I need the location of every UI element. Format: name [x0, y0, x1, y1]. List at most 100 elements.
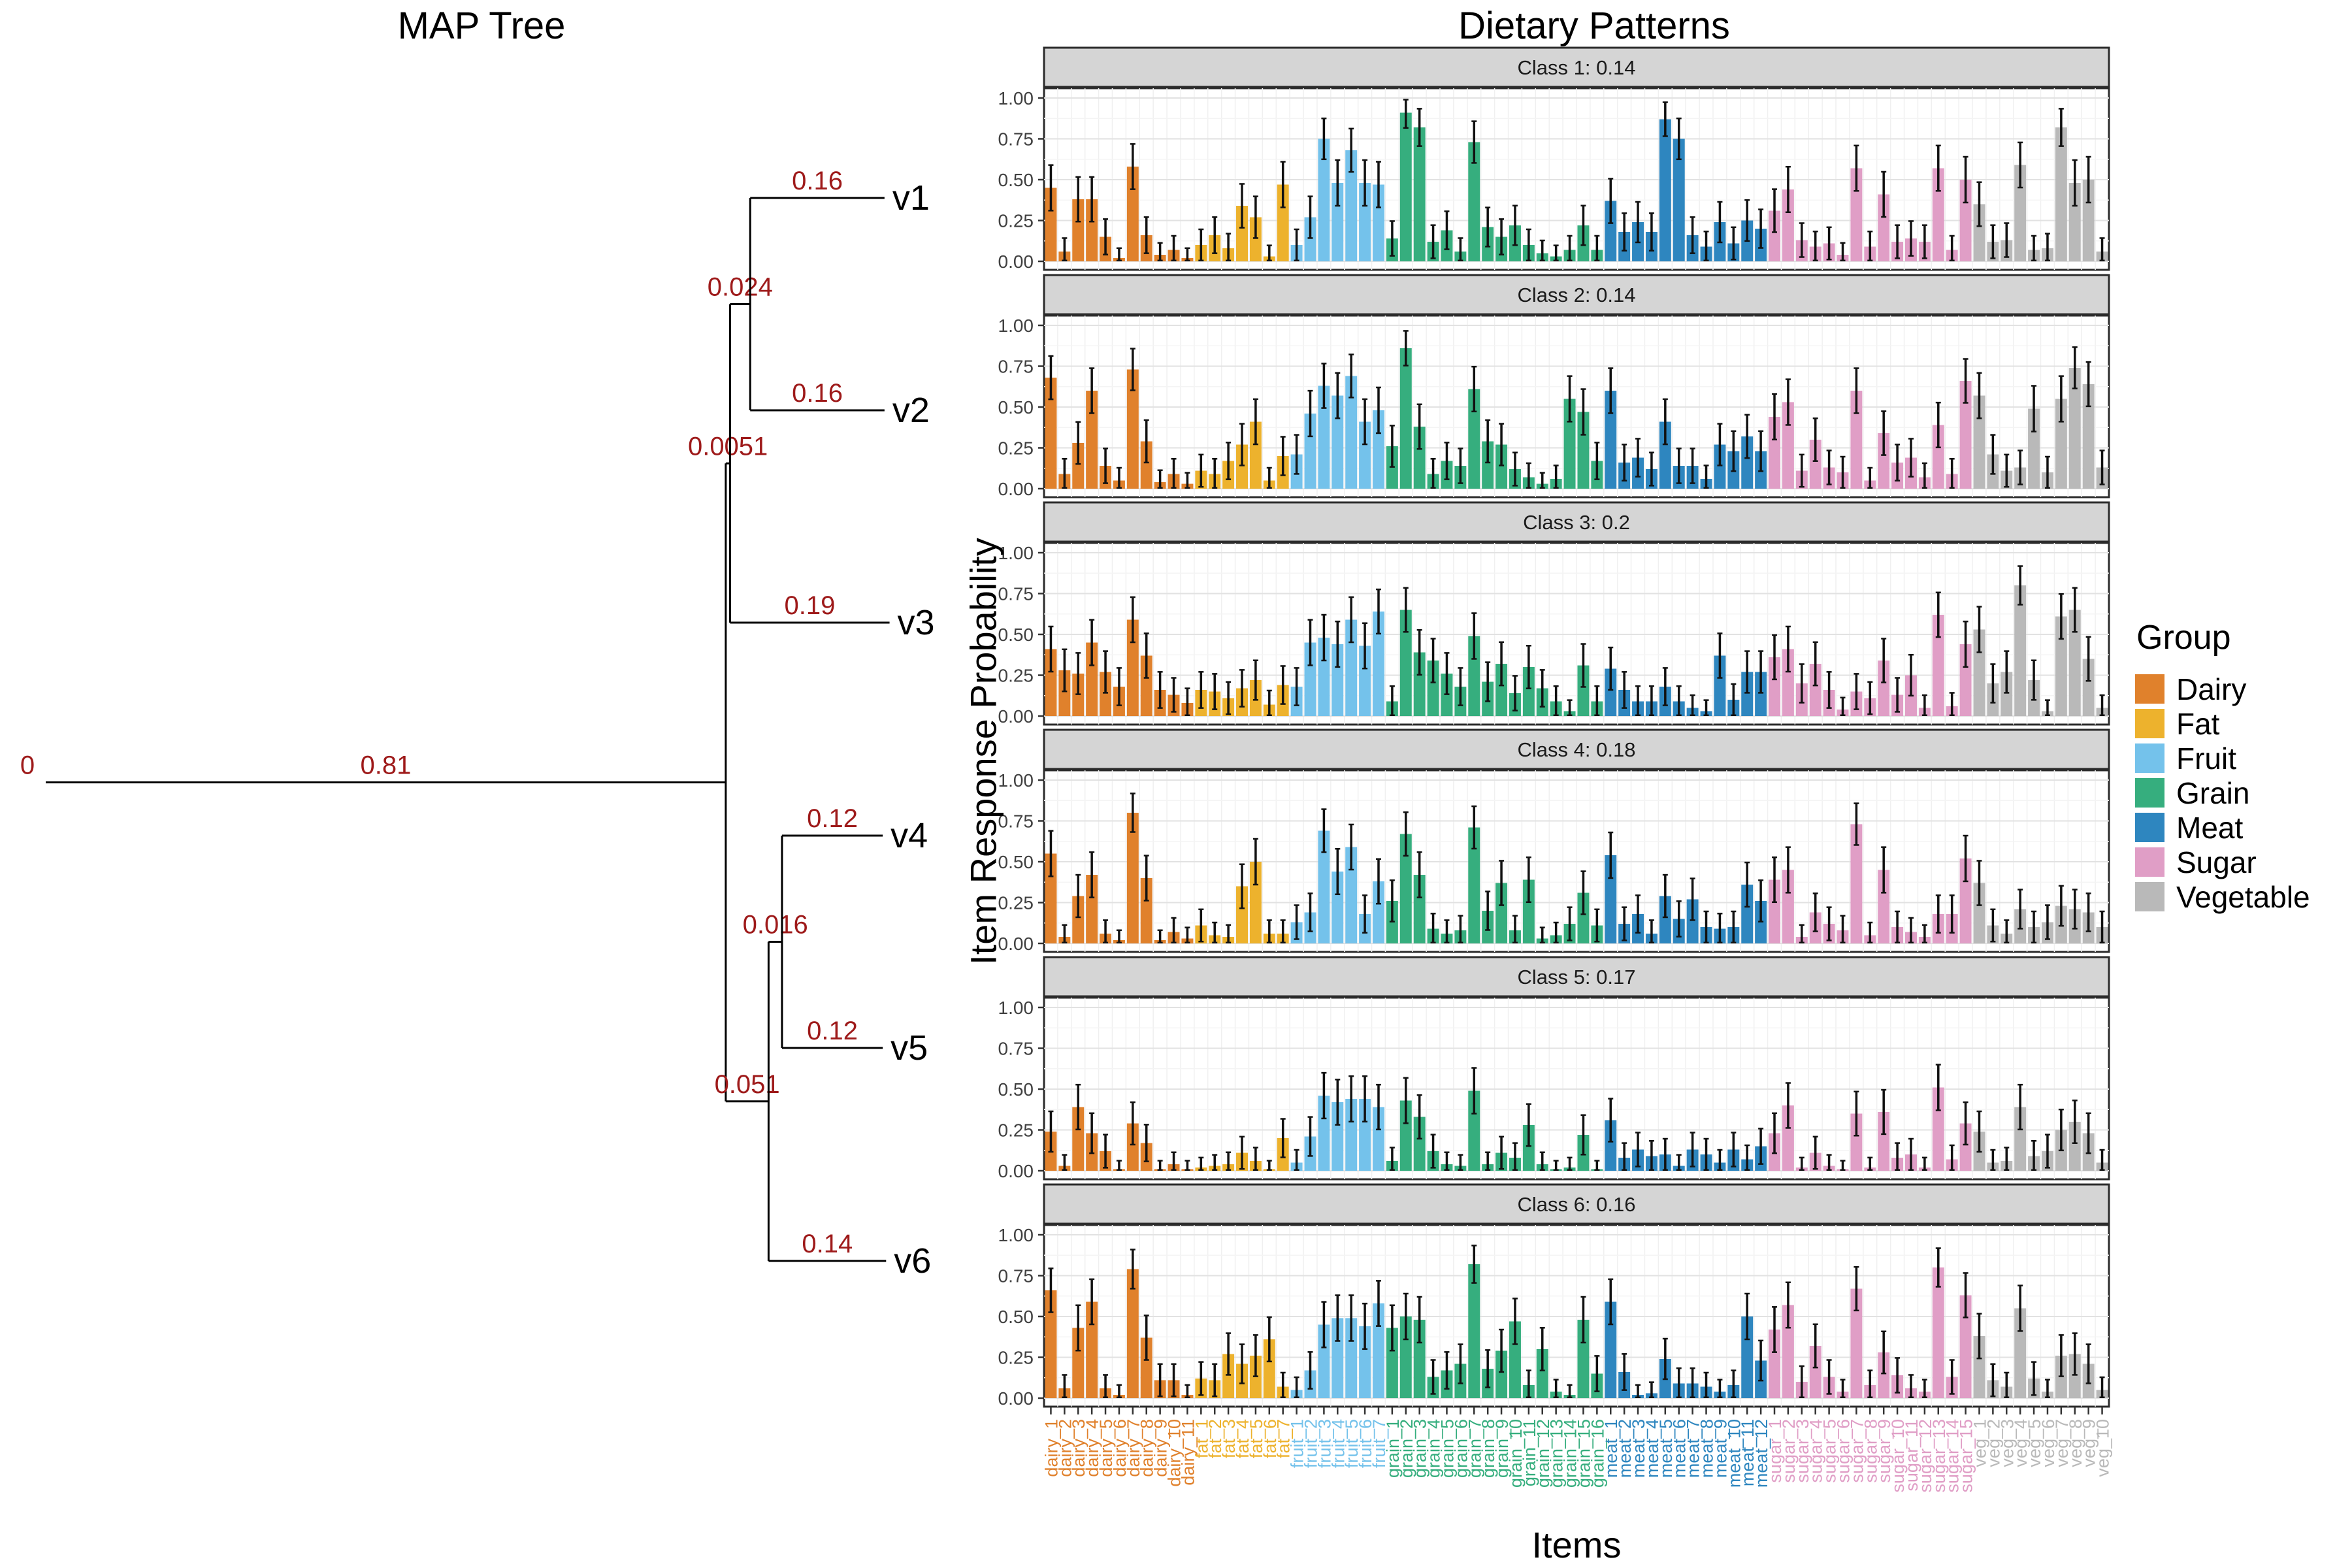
x-item-label: grain_12 — [1533, 1419, 1553, 1488]
x-item-label: meat_10 — [1724, 1419, 1744, 1488]
legend-entry: Dairy — [2135, 672, 2310, 706]
bar — [1782, 189, 1794, 261]
dietary-patterns-title: Dietary Patterns — [1458, 5, 1730, 47]
legend-swatch — [2135, 709, 2164, 738]
bar — [2014, 165, 2027, 261]
bar — [1973, 395, 1985, 489]
bar — [1345, 376, 1358, 489]
bar — [1932, 168, 1944, 261]
bar — [1850, 391, 1863, 489]
bar — [1086, 391, 1098, 489]
x-item-label: fruit_5 — [1342, 1419, 1362, 1468]
x-item-label: meat_2 — [1615, 1419, 1635, 1478]
bar — [1878, 194, 1890, 261]
y-tick-label: 0.75 — [998, 129, 1034, 150]
bar — [1413, 127, 1426, 261]
y-axis-title: Item Response Probability — [962, 538, 1004, 965]
legend-label: Grain — [2176, 776, 2250, 810]
bar — [1359, 645, 1371, 716]
bar — [1605, 1301, 1617, 1398]
bar — [1345, 150, 1358, 261]
bar — [1495, 1350, 1508, 1398]
bar — [1482, 441, 1494, 489]
facet-header-label: Class 3: 0.2 — [1523, 511, 1630, 534]
x-item-label: fruit_3 — [1315, 1419, 1334, 1468]
bar — [1249, 421, 1262, 489]
y-tick-label: 0.25 — [998, 1348, 1034, 1368]
x-item-label: grain_4 — [1424, 1419, 1444, 1478]
bar — [2014, 1308, 2027, 1398]
x-item-label: sugar_12 — [1916, 1419, 1935, 1493]
bar — [1345, 847, 1358, 943]
bar — [1809, 440, 1821, 489]
tree-branch-label: 0.14 — [802, 1230, 853, 1258]
bar — [1659, 119, 1671, 261]
bar — [1782, 870, 1794, 943]
x-item-label: grain_7 — [1465, 1419, 1484, 1478]
x-item-label: sugar_7 — [1847, 1419, 1867, 1483]
bar — [1359, 183, 1371, 261]
x-item-label: grain_6 — [1451, 1419, 1471, 1478]
x-item-label: veg_3 — [1997, 1419, 2017, 1467]
y-tick-label: 0.25 — [998, 893, 1034, 913]
bar — [1850, 1288, 1863, 1398]
bar — [1509, 1321, 1521, 1398]
bar — [1932, 425, 1944, 489]
bar — [1413, 875, 1426, 943]
legend-items: Dairy Fat Fruit Grain Meat Sugar Vegetable — [2135, 672, 2310, 914]
legend-label: Sugar — [2176, 845, 2257, 879]
x-item-label: dairy_6 — [1110, 1419, 1130, 1477]
y-tick-label: 0.75 — [998, 584, 1034, 604]
bar — [1809, 1346, 1821, 1398]
x-item-label: meat_6 — [1670, 1419, 1690, 1478]
facet-header-label: Class 2: 0.14 — [1518, 284, 1636, 306]
bar — [1399, 348, 1412, 489]
bar — [1605, 1120, 1617, 1171]
x-item-label: fat_5 — [1247, 1419, 1266, 1458]
bar — [1878, 433, 1890, 489]
y-tick-label: 0.50 — [998, 1079, 1034, 1100]
bar — [1769, 657, 1780, 716]
x-item-label: meat_1 — [1601, 1419, 1621, 1478]
bar — [1769, 210, 1780, 261]
x-item-label: fruit_4 — [1328, 1419, 1348, 1468]
bar — [1086, 1301, 1098, 1398]
bar — [1782, 649, 1794, 716]
y-tick-label: 1.00 — [998, 316, 1034, 336]
bar — [1045, 188, 1057, 261]
facet-header-label: Class 1: 0.14 — [1518, 56, 1636, 79]
tree-branch-label: 0.16 — [792, 167, 843, 195]
tree-branch-label: 0.12 — [807, 804, 858, 833]
x-item-label: dairy_10 — [1165, 1419, 1184, 1487]
bar — [1850, 824, 1863, 943]
facet-header — [1043, 274, 2110, 316]
bar — [1249, 217, 1262, 261]
x-item-label: fat_4 — [1233, 1419, 1252, 1458]
bar — [1345, 1099, 1358, 1171]
facet-header-label: Class 6: 0.16 — [1518, 1193, 1636, 1216]
bar — [1959, 381, 1972, 489]
legend-label: Fruit — [2176, 741, 2236, 776]
bar — [2028, 408, 2040, 489]
x-item-label: grain_1 — [1383, 1419, 1403, 1478]
x-item-label: veg_7 — [2052, 1419, 2072, 1467]
bar — [1741, 1316, 1754, 1398]
bar — [1318, 139, 1330, 261]
bar — [1769, 1330, 1780, 1398]
y-tick-label: 1.00 — [998, 998, 1034, 1018]
bar — [1605, 668, 1617, 716]
bar — [1973, 883, 1985, 943]
bar — [1468, 827, 1480, 943]
bar — [1878, 661, 1890, 716]
legend-swatch — [2135, 882, 2164, 911]
bar — [1086, 199, 1098, 261]
bar — [1413, 652, 1426, 716]
bar — [1236, 886, 1248, 943]
x-item-label: veg_10 — [2093, 1419, 2113, 1477]
bar — [1399, 834, 1412, 943]
y-tick-label: 0.75 — [998, 357, 1034, 377]
x-item-label: meat_8 — [1697, 1419, 1717, 1478]
bar — [2068, 183, 2081, 261]
bar — [1809, 664, 1821, 716]
x-item-label: fat_7 — [1274, 1419, 1294, 1458]
